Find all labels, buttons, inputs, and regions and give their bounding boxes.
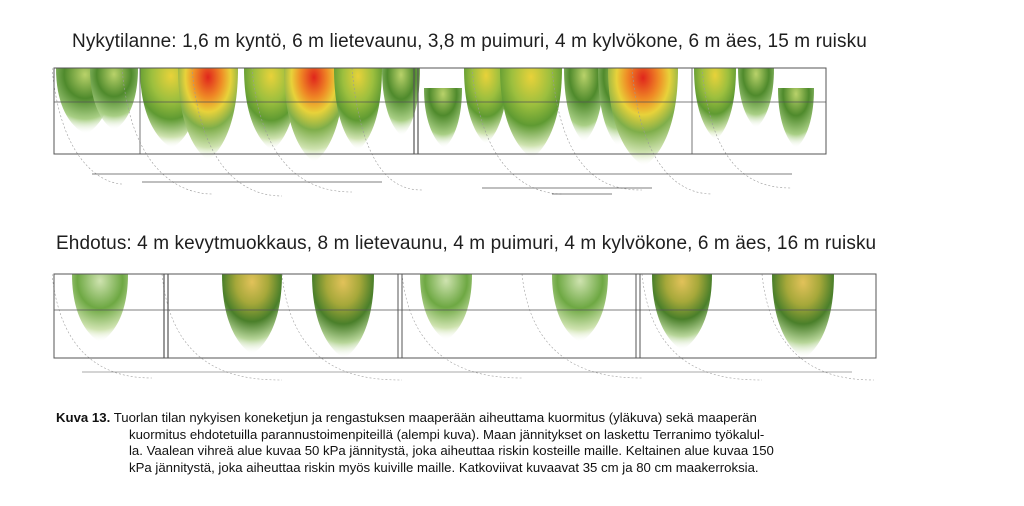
caption-line-2: kuormitus ehdotetuilla parannustoimenpit… (129, 426, 765, 442)
stress-bulb (608, 68, 678, 166)
stress-bulb (500, 68, 562, 158)
ground-layer-lines (53, 273, 877, 373)
ground-layer-lines (53, 67, 827, 195)
bottom-figure-title: Ehdotus: 4 m kevytmuokkaus, 8 m lietevau… (56, 233, 877, 254)
top-figure-title: Nykytilanne: 1,6 m kyntö, 6 m lietevaunu… (72, 31, 867, 52)
stress-bulb (72, 274, 128, 342)
proposed-load-diagram (52, 273, 877, 381)
caption-label: Kuva 13. (56, 410, 111, 425)
caption-line-4: kPa jännitystä, joka aiheuttaa riskin my… (129, 459, 759, 475)
stress-bulb (178, 68, 238, 160)
stress-bulb (244, 68, 298, 150)
figure-caption: Kuva 13. Tuorlan tilan nykyisen koneketj… (56, 410, 956, 476)
stress-bulb (564, 68, 604, 142)
caption-line-1: Kuva 13. Tuorlan tilan nykyisen koneketj… (56, 410, 956, 427)
stress-bulb (464, 68, 508, 144)
stress-bulb (312, 274, 374, 358)
stress-bulb (552, 274, 608, 342)
current-load-diagram (52, 67, 827, 197)
stress-bulb (90, 68, 138, 130)
stress-bulb (652, 274, 712, 350)
stress-bulb (424, 88, 462, 148)
stress-bulb (738, 68, 774, 128)
stress-bulb (694, 68, 736, 140)
stress-bulb (772, 274, 834, 358)
stress-bulb (778, 88, 814, 148)
caption-line-3: la. Vaalean vihreä alue kuvaa 50 kPa jän… (129, 443, 774, 458)
stress-bulbs-bottom (72, 274, 834, 358)
caption-text: Tuorlan tilan nykyisen koneketjun ja ren… (113, 410, 757, 425)
stress-bulb (420, 274, 472, 340)
stress-bulbs-top (56, 68, 814, 166)
stress-bulb (222, 274, 282, 354)
stress-bulb (334, 68, 382, 150)
stress-bulb (284, 68, 344, 162)
